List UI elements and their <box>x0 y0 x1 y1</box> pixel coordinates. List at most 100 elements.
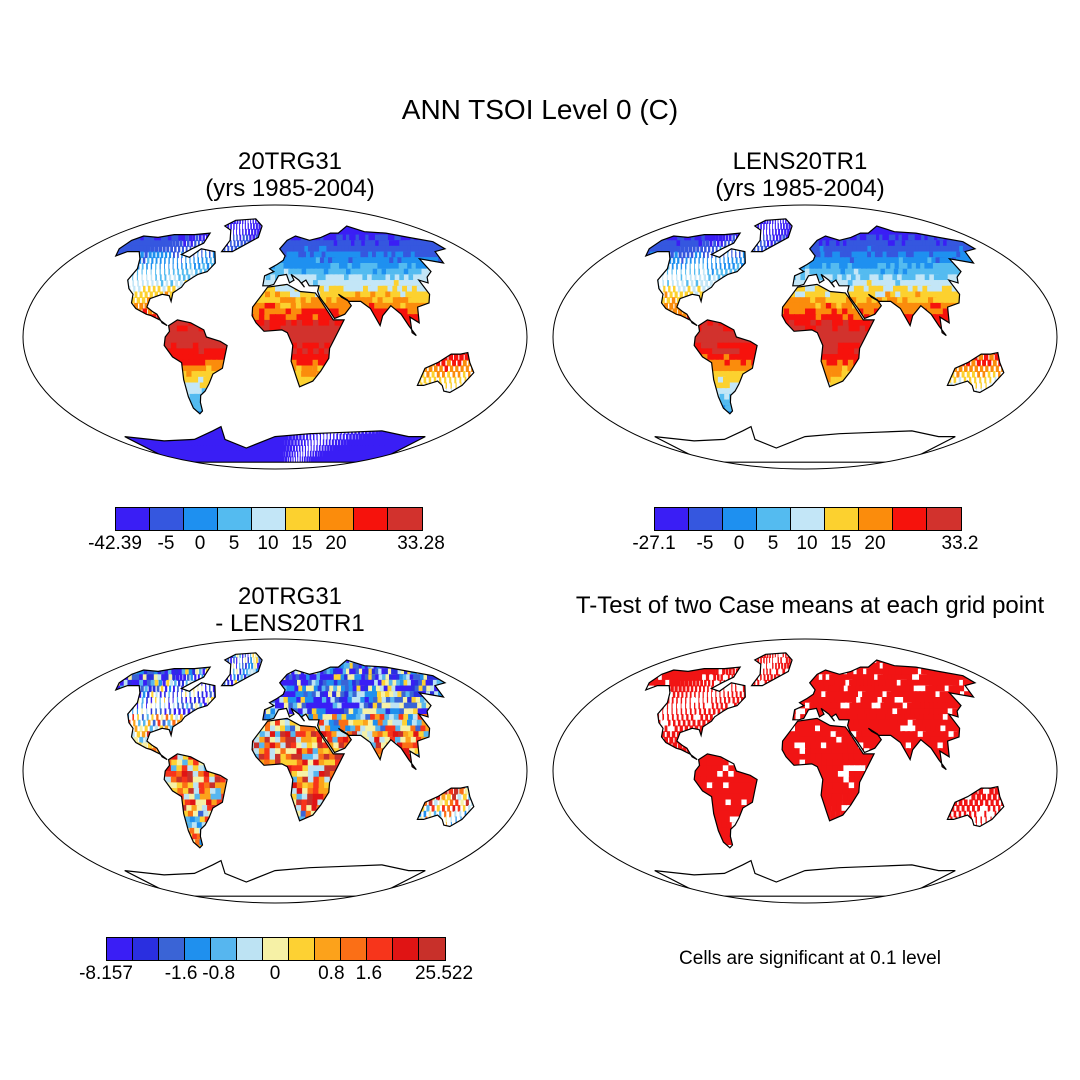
grid-cell <box>270 218 273 225</box>
grid-cell <box>82 371 92 378</box>
grid-cell <box>85 292 87 299</box>
grid-cell <box>110 337 117 344</box>
grid-cell <box>329 360 334 367</box>
grid-cell <box>211 411 219 418</box>
grid-cell <box>210 212 215 219</box>
grid-cell <box>348 388 352 395</box>
grid-cell <box>259 212 261 219</box>
grid-cell <box>140 383 149 390</box>
grid-cell <box>211 400 219 407</box>
grid-cell <box>210 292 215 299</box>
grid-cell <box>310 383 315 390</box>
grid-cell <box>143 229 151 236</box>
grid-cell <box>104 274 106 281</box>
grid-cell <box>473 337 479 344</box>
grid-cell <box>206 223 210 230</box>
grid-cell <box>119 269 121 276</box>
grid-cell <box>275 394 280 401</box>
grid-cell <box>187 428 197 435</box>
grid-cell <box>418 394 419 401</box>
grid-cell <box>335 383 339 390</box>
grid-cell <box>104 286 106 293</box>
grid-cell <box>264 366 270 373</box>
grid-cell <box>401 343 407 350</box>
grid-cell <box>264 212 266 219</box>
grid-cell <box>207 388 215 395</box>
grid-cell <box>275 383 281 390</box>
grid-cell <box>227 428 234 435</box>
grid-cell <box>228 422 235 429</box>
grid-cell <box>72 343 79 350</box>
grid-cell <box>270 223 273 230</box>
grid-cell <box>408 394 409 401</box>
grid-cell <box>451 292 461 299</box>
grid-cell <box>185 235 189 242</box>
grid-cell <box>181 263 182 270</box>
grid-cell <box>84 405 97 412</box>
grid-cell <box>79 286 80 293</box>
grid-cell <box>332 218 341 225</box>
grid-cell <box>146 263 148 270</box>
grid-cell <box>282 235 287 242</box>
grid-cell <box>326 411 329 418</box>
grid-cell <box>441 274 452 281</box>
grid-cell <box>153 252 156 259</box>
grid-cell <box>233 235 234 242</box>
grid-cell <box>111 348 118 355</box>
grid-cell <box>188 297 192 304</box>
grid-cell <box>343 371 348 378</box>
grid-cell <box>126 377 135 384</box>
grid-cell <box>147 223 156 230</box>
grid-cell <box>320 218 328 225</box>
grid-cell <box>360 411 361 418</box>
grid-cell <box>262 269 267 276</box>
grid-cell <box>122 331 128 338</box>
grid-cell <box>412 405 414 412</box>
grid-cell <box>484 303 493 310</box>
grid-cell <box>205 252 206 259</box>
grid-cell <box>462 337 468 344</box>
grid-cell <box>187 218 193 225</box>
grid-cell <box>454 257 467 264</box>
grid-cell <box>459 274 471 281</box>
grid-cell <box>79 348 87 355</box>
grid-cell <box>422 394 423 401</box>
grid-cell <box>324 223 332 230</box>
grid-cell <box>444 269 456 276</box>
grid-cell <box>390 337 396 344</box>
grid-cell <box>266 394 272 401</box>
grid-cell <box>435 269 446 276</box>
grid-cell <box>147 257 149 264</box>
grid-cell <box>345 360 350 367</box>
grid-cell <box>246 246 249 253</box>
panel-4-title: T-Test of two Case means at each grid po… <box>540 592 1080 619</box>
grid-cell <box>441 388 442 395</box>
grid-cell <box>174 246 177 253</box>
grid-cell <box>114 360 122 367</box>
grid-cell <box>285 394 290 401</box>
grid-cell <box>177 257 178 264</box>
grid-cell <box>165 428 176 435</box>
grid-cell <box>79 326 85 333</box>
grid-cell <box>490 297 500 304</box>
grid-cell <box>251 257 255 264</box>
grid-cell <box>279 417 284 424</box>
grid-cell <box>346 212 358 219</box>
grid-cell <box>223 280 227 287</box>
grid-cell <box>237 411 244 418</box>
grid-cell <box>444 348 449 355</box>
grid-cell <box>396 331 403 338</box>
grid-cell <box>106 405 118 412</box>
grid-cell <box>28 343 35 350</box>
grid-cell <box>254 360 260 367</box>
grid-cell <box>401 229 415 236</box>
grid-cell <box>195 218 201 225</box>
grid-cell <box>134 354 142 361</box>
grid-cell <box>271 212 274 219</box>
grid-cell <box>232 360 239 367</box>
grid-cell <box>377 405 378 412</box>
grid-cell <box>393 422 397 429</box>
grid-cell <box>436 274 447 281</box>
grid-cell <box>109 400 120 407</box>
grid-cell <box>461 343 467 350</box>
